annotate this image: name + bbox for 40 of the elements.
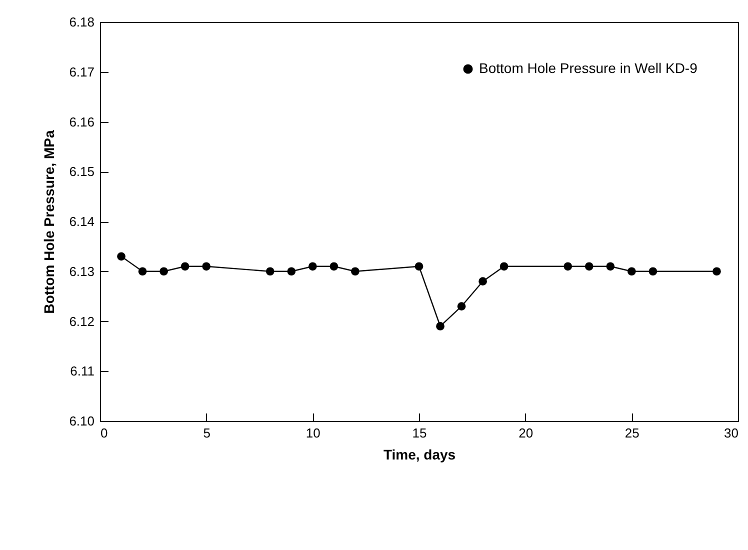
point bbox=[117, 252, 126, 261]
point bbox=[627, 267, 636, 276]
y-axis-title: Bottom Hole Pressure, MPa bbox=[41, 130, 58, 314]
point bbox=[351, 267, 360, 276]
x-tick-label: 30 bbox=[724, 426, 738, 440]
point bbox=[308, 262, 317, 271]
x-tick-label: 25 bbox=[624, 426, 640, 440]
point bbox=[287, 267, 296, 276]
y-tick-label: 6.17 bbox=[69, 64, 94, 80]
point bbox=[436, 322, 444, 330]
point bbox=[648, 267, 658, 276]
point bbox=[160, 267, 168, 276]
point bbox=[202, 262, 211, 271]
y-tick-label: 6.11 bbox=[70, 364, 94, 379]
y-tick-label: 6.14 bbox=[69, 214, 94, 229]
x-tick-label: 5 bbox=[203, 426, 210, 440]
x-tick-label: 0 bbox=[100, 426, 108, 440]
point bbox=[584, 262, 594, 271]
point bbox=[180, 262, 190, 271]
point bbox=[606, 262, 615, 271]
point bbox=[564, 262, 572, 271]
legend-label: Bottom Hole Pressure in Well KD-9 bbox=[479, 60, 698, 76]
point bbox=[500, 262, 508, 271]
x-axis-title: Time, days bbox=[383, 446, 456, 462]
x-tick-label: 10 bbox=[306, 426, 320, 440]
y-tick-label: 6.12 bbox=[69, 314, 94, 329]
point bbox=[712, 267, 721, 276]
y-tick-label: 6.15 bbox=[69, 164, 94, 180]
point bbox=[266, 267, 274, 276]
point bbox=[478, 277, 487, 286]
y-tick-label: 6.13 bbox=[69, 264, 94, 279]
point bbox=[414, 262, 424, 271]
point bbox=[138, 267, 147, 276]
point bbox=[457, 302, 466, 310]
y-tick-label: 6.18 bbox=[69, 14, 94, 30]
y-tick-label: 6.10 bbox=[69, 414, 94, 428]
x-tick-label: 15 bbox=[412, 426, 427, 440]
point bbox=[330, 262, 338, 271]
y-tick-label: 6.16 bbox=[69, 114, 94, 130]
x-tick-label: 20 bbox=[518, 426, 534, 440]
